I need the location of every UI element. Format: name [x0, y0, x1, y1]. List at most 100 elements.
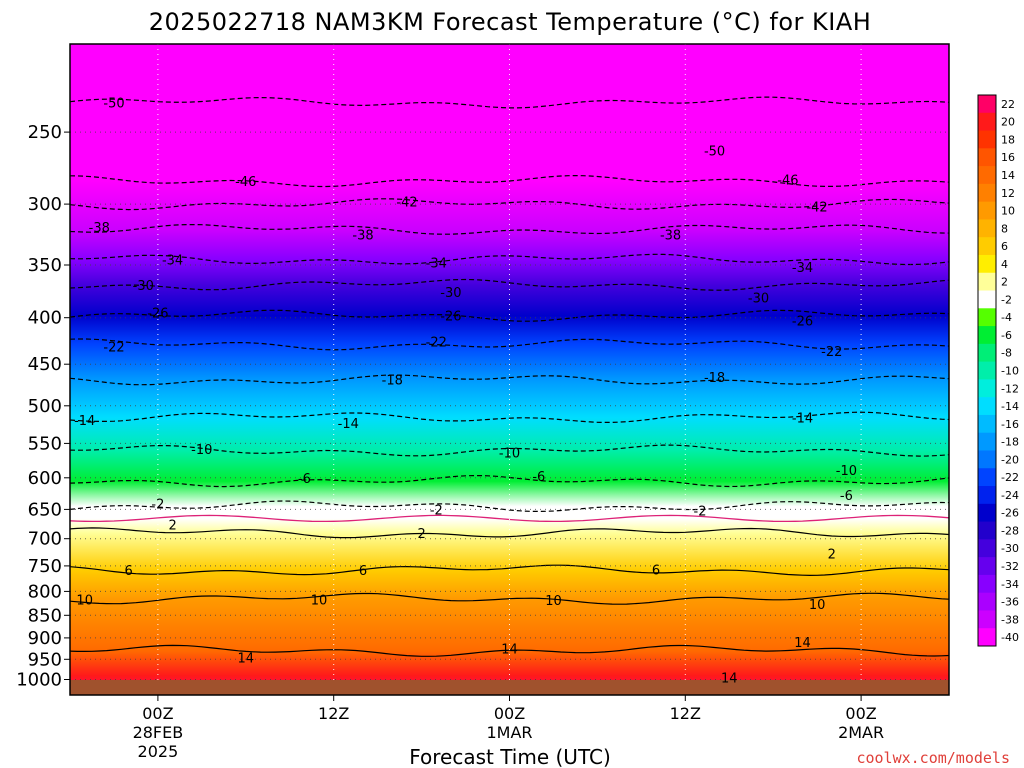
contour-label: 14 — [721, 672, 738, 687]
colorbar-swatch — [978, 379, 996, 398]
y-tick-label: 750 — [28, 556, 62, 577]
y-tick-label: 1000 — [16, 670, 62, 691]
colorbar-swatch — [978, 486, 996, 505]
contour-label: -50 — [103, 97, 124, 112]
colorbar-label: -32 — [1001, 560, 1019, 573]
contour-label: -30 — [748, 291, 769, 306]
colorbar-label: 16 — [1001, 151, 1015, 164]
contour-label: 10 — [311, 594, 328, 609]
colorbar-label: -40 — [1001, 631, 1019, 644]
credit-text: coolwx.com/models — [856, 749, 1010, 767]
contour-label: -6 — [532, 470, 545, 485]
contour-label: -6 — [840, 489, 853, 504]
contour-line-6 — [70, 564, 949, 577]
y-tick-label: 550 — [28, 433, 62, 454]
plot-area: -50 -50 -46 -46 -42 -42 -38 -38 -38 -34 -34 -34 -30 -… — [70, 44, 949, 695]
colorbar-label: -22 — [1001, 471, 1019, 484]
y-tick-label: 500 — [28, 396, 62, 417]
contour-label: -26 — [147, 307, 168, 322]
contour-label: -50 — [704, 145, 725, 160]
contour-label: -2 — [151, 497, 164, 512]
contour-label: 14 — [794, 636, 811, 651]
colorbar-swatch — [978, 308, 996, 327]
contour-label: -38 — [89, 221, 110, 236]
contour-label: 10 — [76, 594, 93, 609]
y-tick-label: 400 — [28, 308, 62, 329]
contour-label: -34 — [792, 261, 813, 276]
colorbar-label: -8 — [1001, 347, 1012, 360]
contour-label: -26 — [440, 310, 461, 325]
colorbar-label: -16 — [1001, 418, 1019, 431]
colorbar-swatch — [978, 628, 996, 647]
colorbar-label: -30 — [1001, 542, 1019, 555]
colorbar-label: -18 — [1001, 436, 1019, 449]
contour-label: -2 — [694, 505, 707, 520]
contour-label: -22 — [103, 340, 124, 355]
x-tick-label: 00Z — [142, 704, 173, 723]
colorbar-swatch — [978, 130, 996, 149]
contour-label: 14 — [501, 642, 518, 657]
x-tick-label: 00Z — [845, 704, 876, 723]
y-tick-label: 450 — [28, 354, 62, 375]
contour-label: -14 — [74, 414, 95, 429]
colorbar-label: 14 — [1001, 169, 1015, 182]
contour-label: -42 — [396, 196, 417, 211]
contour-line-2 — [70, 527, 949, 539]
colorbar-label: -12 — [1001, 382, 1019, 395]
y-tick-label: 350 — [28, 255, 62, 276]
y-tick-label: 950 — [28, 649, 62, 670]
x-tick-label: 12Z — [670, 704, 701, 723]
chart-title: 2025022718 NAM3KM Forecast Temperature (… — [149, 8, 872, 36]
contour-labels: -50 -50 -46 -46 -42 -42 -38 -38 -38 -34 -34 -34 -30 -… — [74, 97, 857, 687]
colorbar-swatch — [978, 219, 996, 238]
contour-line-minus46 — [70, 174, 949, 188]
x-tick-label: 12Z — [318, 704, 349, 723]
contour-lines — [70, 96, 949, 657]
contour-line-minus50 — [70, 96, 949, 109]
colorbar-label: -6 — [1001, 329, 1012, 342]
contour-label: -22 — [426, 336, 447, 351]
contour-label: -34 — [426, 257, 447, 272]
colorbar-label: 4 — [1001, 258, 1008, 271]
contour-line-minus30 — [70, 278, 949, 291]
colorbar-label: -38 — [1001, 613, 1019, 626]
colorbar-swatch — [978, 557, 996, 576]
contour-label: 6 — [652, 564, 660, 579]
contour-label: 14 — [238, 652, 255, 667]
contour-line-minus42 — [70, 198, 949, 211]
colorbar-swatch — [978, 343, 996, 363]
colorbar-swatch — [978, 574, 996, 594]
contour-label: -46 — [235, 175, 256, 190]
y-tick-label: 800 — [28, 581, 62, 602]
colorbar-label: -4 — [1001, 311, 1012, 324]
colorbar-label: 6 — [1001, 240, 1008, 253]
colorbar-swatch — [978, 326, 996, 345]
contour-label: -22 — [821, 345, 842, 360]
x-tick-label: 28FEB — [133, 723, 184, 742]
y-tick-label: 250 — [28, 122, 62, 143]
colorbar-swatch — [978, 95, 996, 114]
contour-line-minus14 — [70, 411, 949, 423]
x-axis-label: Forecast Time (UTC) — [409, 745, 611, 768]
colorbar-swatch — [978, 414, 996, 434]
colorbar-swatch — [978, 361, 996, 380]
colorbar-swatch — [978, 148, 996, 167]
contour-line-minus22 — [70, 338, 949, 351]
contour-label: -6 — [298, 472, 311, 487]
colorbar-label: -2 — [1001, 293, 1012, 306]
contour-label: -14 — [338, 417, 359, 432]
colorbar-label: 18 — [1001, 133, 1015, 146]
colorbar: 22 20 18 16 14 12 10 8 6 4 2 -2 -4 -6 -8 -10 -12 -14 -16 -1… — [977, 94, 1019, 647]
contour-line-minus26 — [70, 309, 949, 322]
contour-line-minus34 — [70, 253, 949, 266]
colorbar-label: 8 — [1001, 222, 1008, 235]
contour-label: -34 — [162, 253, 183, 268]
x-tick-label: 1MAR — [486, 723, 532, 742]
colorbar-label: 20 — [1001, 116, 1015, 129]
colorbar-swatch — [978, 539, 996, 558]
contour-label: -26 — [792, 315, 813, 330]
colorbar-label: -34 — [1001, 578, 1019, 591]
colorbar-swatch — [978, 237, 996, 256]
contour-line-minus38 — [70, 224, 949, 235]
